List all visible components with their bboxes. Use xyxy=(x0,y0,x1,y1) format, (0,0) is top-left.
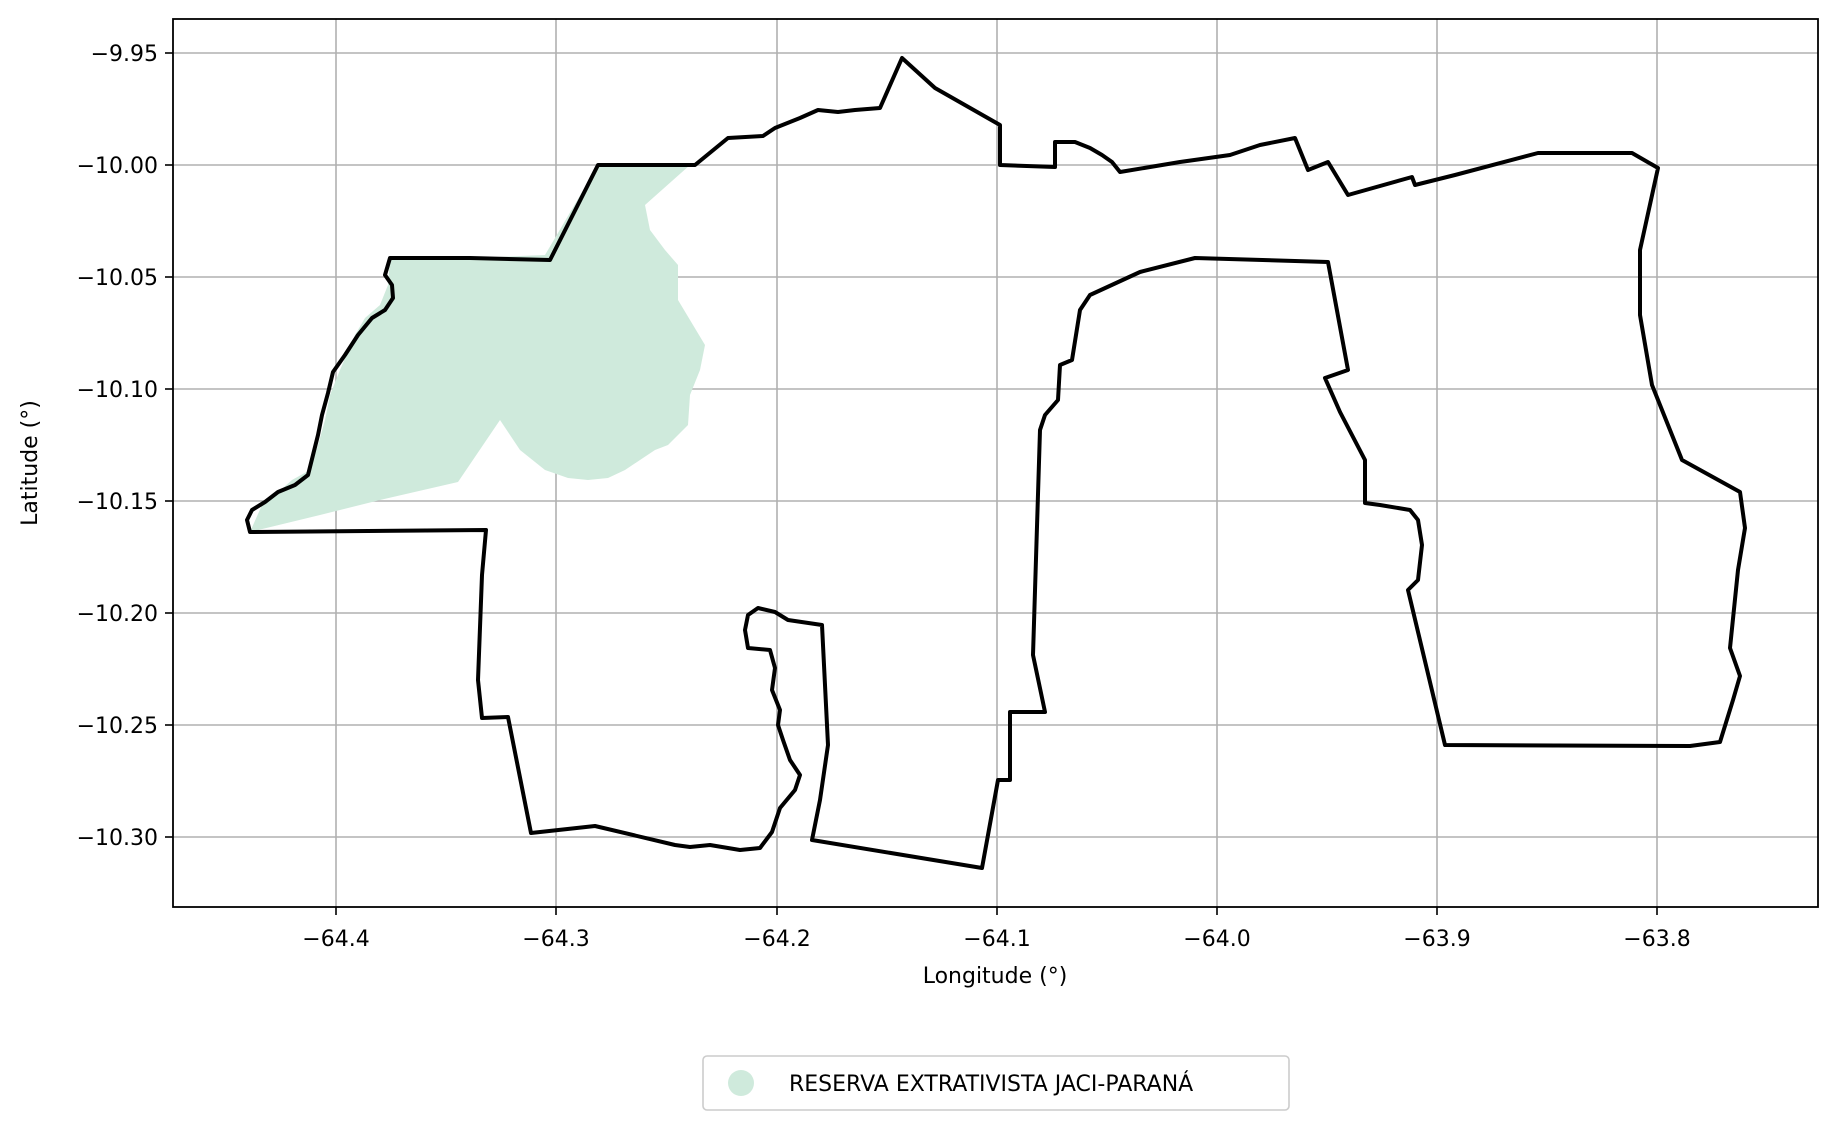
y-tick-label-2: −10.00 xyxy=(77,154,158,179)
legend: RESERVA EXTRATIVISTA JACI-PARANÁ xyxy=(703,1056,1289,1110)
x-tick-label-5: −64.0 xyxy=(1183,927,1250,952)
y-tick-label-1: −9.95 xyxy=(91,42,158,67)
y-axis-label: Latitude (°) xyxy=(18,400,43,526)
y-tick-label-6: −10.20 xyxy=(77,602,158,627)
x-tick-label-7: −63.8 xyxy=(1623,927,1690,952)
legend-marker xyxy=(728,1070,754,1096)
x-tick-label-4: −64.1 xyxy=(963,927,1030,952)
y-tick-label-5: −10.15 xyxy=(77,490,158,515)
y-tick-label-4: −10.10 xyxy=(77,378,158,403)
x-tick-label-2: −64.3 xyxy=(522,927,589,952)
x-axis-label: Longitude (°) xyxy=(923,964,1068,989)
x-tick-label-3: −64.2 xyxy=(743,927,810,952)
x-tick-labels: −64.4 −64.3 −64.2 −64.1 −64.0 −63.9 −63.… xyxy=(302,927,1690,952)
y-tick-label-3: −10.05 xyxy=(77,266,158,291)
y-tick-labels: −9.95 −10.00 −10.05 −10.10 −10.15 −10.20… xyxy=(77,42,158,851)
y-tick-label-8: −10.30 xyxy=(77,826,158,851)
x-tick-label-1: −64.4 xyxy=(302,927,369,952)
legend-label: RESERVA EXTRATIVISTA JACI-PARANÁ xyxy=(789,1071,1193,1097)
x-tick-label-6: −63.9 xyxy=(1403,927,1470,952)
y-tick-label-7: −10.25 xyxy=(77,714,158,739)
